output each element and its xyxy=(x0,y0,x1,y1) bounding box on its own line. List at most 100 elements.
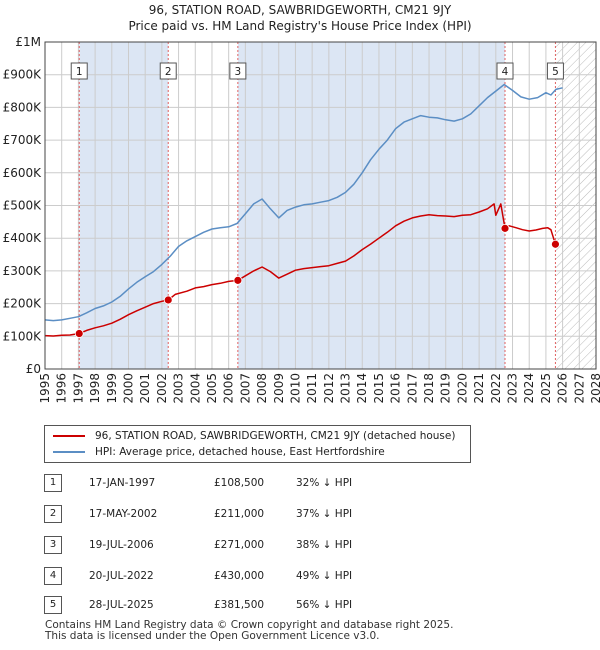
x-tick-label: 2018 xyxy=(422,373,436,404)
hpi-series-line xyxy=(44,83,563,322)
x-tick-label: 2009 xyxy=(272,373,286,404)
x-tick-label: 2011 xyxy=(305,373,319,404)
x-tick-label: 2002 xyxy=(155,373,169,404)
y-tick-label: £0 xyxy=(26,362,41,376)
y-tick-label: £600K xyxy=(3,166,43,180)
legend-label-hpi: HPI: Average price, detached house, East… xyxy=(95,446,385,458)
x-tick-label: 2028 xyxy=(589,373,600,404)
x-tick-label: 2008 xyxy=(255,373,269,404)
sale-label-box xyxy=(496,62,514,80)
x-tick-label: 1998 xyxy=(88,373,102,404)
x-tick-label: 2005 xyxy=(205,373,219,404)
sale-label-number: 1 xyxy=(76,66,83,78)
sale-hpi-diff: 32% ↓ HPI xyxy=(296,477,353,489)
y-tick-label: £300K xyxy=(3,264,43,278)
x-tick-label: 2006 xyxy=(222,373,236,404)
footer-line-1: Contains HM Land Registry data © Crown c… xyxy=(45,619,454,631)
sale-number-badge: 5 xyxy=(44,596,62,614)
chart-legend: 96, STATION ROAD, SAWBRIDGEWORTH, CM21 9… xyxy=(44,425,471,463)
y-tick-label: £800K xyxy=(3,100,43,114)
sale-hpi-diff: 56% ↓ HPI xyxy=(296,599,353,611)
sale-label-number: 3 xyxy=(235,66,242,78)
sale-label-box xyxy=(546,62,564,80)
sale-label-number: 5 xyxy=(552,66,559,78)
x-tick-label: 2019 xyxy=(439,373,453,404)
sale-number-badge: 1 xyxy=(44,474,62,492)
sale-date: 20-JUL-2022 xyxy=(89,570,154,582)
sale-point xyxy=(500,223,510,233)
sale-price: £108,500 xyxy=(214,477,265,489)
table-row: 5 28-JUL-2025 £381,500 56% ↓ HPI xyxy=(44,596,464,614)
sale-price: £211,000 xyxy=(214,508,265,520)
footer-line-2: This data is licensed under the Open Gov… xyxy=(45,630,380,642)
sale-label-number: 4 xyxy=(502,66,509,78)
y-tick-label: £1M xyxy=(15,35,41,49)
x-tick-label: 2016 xyxy=(389,373,403,404)
sale-label-box xyxy=(229,62,247,80)
y-tick-label: £200K xyxy=(3,297,43,311)
legend-item-property: 96, STATION ROAD, SAWBRIDGEWORTH, CM21 9… xyxy=(53,428,455,444)
sale-price: £430,000 xyxy=(214,570,265,582)
chart-title-block: 96, STATION ROAD, SAWBRIDGEWORTH, CM21 9… xyxy=(0,2,600,34)
legend-item-hpi: HPI: Average price, detached house, East… xyxy=(53,444,385,460)
x-tick-label: 2001 xyxy=(138,373,152,404)
x-tick-label: 2015 xyxy=(372,373,386,404)
y-tick-label: £400K xyxy=(3,231,43,245)
sale-point xyxy=(233,275,243,285)
y-tick-label: £700K xyxy=(3,133,43,147)
sale-point xyxy=(74,329,84,338)
x-tick-label: 2013 xyxy=(339,373,353,404)
x-tick-label: 2022 xyxy=(489,373,503,404)
x-tick-label: 2003 xyxy=(172,373,186,404)
sale-point xyxy=(163,295,173,305)
sale-date: 17-JAN-1997 xyxy=(89,477,156,489)
table-row: 4 20-JUL-2022 £430,000 49% ↓ HPI xyxy=(44,567,464,585)
x-tick-label: 2021 xyxy=(472,373,486,404)
x-tick-label: 1995 xyxy=(38,373,52,404)
x-tick-label: 2023 xyxy=(506,373,520,404)
x-tick-label: 2024 xyxy=(522,373,536,404)
footer-credits: Contains HM Land Registry data © Crown c… xyxy=(45,620,453,642)
legend-swatch-hpi xyxy=(53,451,85,453)
x-tick-label: 2025 xyxy=(539,373,553,404)
sale-point xyxy=(551,239,560,249)
sale-hpi-diff: 49% ↓ HPI xyxy=(296,570,353,582)
y-tick-label: £100K xyxy=(3,329,43,343)
legend-swatch-property xyxy=(53,435,85,437)
y-tick-label: £900K xyxy=(3,68,43,82)
sale-hpi-diff: 38% ↓ HPI xyxy=(296,539,353,551)
table-row: 3 19-JUL-2006 £271,000 38% ↓ HPI xyxy=(44,536,464,554)
x-tick-label: 2007 xyxy=(238,373,252,404)
x-tick-label: 2010 xyxy=(288,373,302,404)
sale-price: £271,000 xyxy=(214,539,265,551)
x-tick-label: 2014 xyxy=(355,373,369,404)
sale-label-box xyxy=(159,62,177,80)
sale-price: £381,500 xyxy=(214,599,265,611)
property-series-line xyxy=(44,203,557,337)
x-tick-label: 2000 xyxy=(121,373,135,404)
price-chart: 1 2 3 4 5 £0 £100K £200K £300K £400K £500K £600K £7… xyxy=(3,35,600,404)
legend-label-property: 96, STATION ROAD, SAWBRIDGEWORTH, CM21 9… xyxy=(95,430,456,442)
sale-number-badge: 3 xyxy=(44,536,62,554)
sale-date: 17-MAY-2002 xyxy=(89,508,158,520)
x-tick-label: 1999 xyxy=(105,373,119,404)
chart-subtitle: Price paid vs. HM Land Registry's House … xyxy=(128,19,472,33)
sale-label-number: 2 xyxy=(165,66,172,78)
x-tick-label: 2012 xyxy=(322,373,336,404)
table-row: 2 17-MAY-2002 £211,000 37% ↓ HPI xyxy=(44,505,464,523)
sale-date: 28-JUL-2025 xyxy=(89,599,154,611)
table-row: 1 17-JAN-1997 £108,500 32% ↓ HPI xyxy=(44,474,464,492)
plot-frame xyxy=(44,41,597,370)
x-tick-label: 1997 xyxy=(71,373,85,404)
sale-label-box xyxy=(70,62,88,80)
x-tick-label: 2026 xyxy=(556,373,570,404)
chart-title: 96, STATION ROAD, SAWBRIDGEWORTH, CM21 9… xyxy=(148,3,452,17)
y-tick-label: £500K xyxy=(3,199,43,213)
sale-date: 19-JUL-2006 xyxy=(89,539,154,551)
x-tick-label: 2017 xyxy=(405,373,419,404)
sale-number-badge: 4 xyxy=(44,567,62,585)
sale-hpi-diff: 37% ↓ HPI xyxy=(296,508,353,520)
x-tick-label: 2020 xyxy=(455,373,469,404)
sale-number-badge: 2 xyxy=(44,505,62,523)
x-tick-label: 1996 xyxy=(55,373,69,404)
